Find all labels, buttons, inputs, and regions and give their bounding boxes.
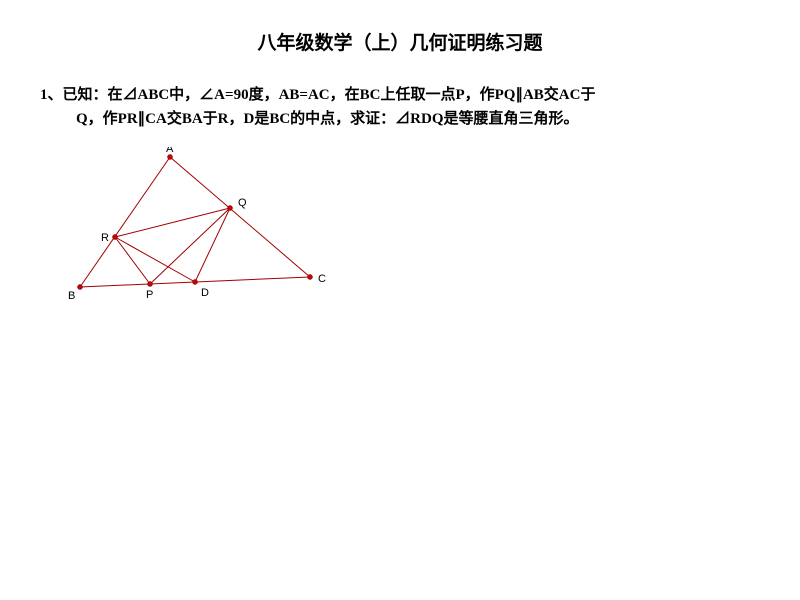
point-D — [193, 280, 198, 285]
label-Q: Q — [238, 197, 247, 209]
problem-number: 1、 — [40, 83, 63, 107]
edge-R-D — [115, 237, 195, 282]
label-D: D — [201, 287, 209, 299]
edge-P-R — [115, 237, 150, 284]
edge-D-Q — [195, 208, 230, 282]
point-R — [113, 235, 118, 240]
point-P — [148, 282, 153, 287]
problem-line-1: 1、已知：在⊿ABC中，∠A=90度，AB=AC，在BC上任取一点P，作PQ∥A… — [40, 83, 760, 107]
geometry-figure: A B C P D Q R — [60, 147, 760, 322]
problem-text-1: 已知：在⊿ABC中，∠A=90度，AB=AC，在BC上任取一点P，作PQ∥AB交… — [63, 87, 596, 103]
label-P: P — [146, 289, 153, 301]
problem-1: 1、已知：在⊿ABC中，∠A=90度，AB=AC，在BC上任取一点P，作PQ∥A… — [40, 83, 760, 131]
point-B — [78, 285, 83, 290]
label-A: A — [166, 147, 174, 155]
edge-P-Q — [150, 208, 230, 284]
label-C: C — [318, 273, 326, 285]
edge-A-B — [80, 157, 170, 287]
point-A — [168, 155, 173, 160]
point-C — [308, 275, 313, 280]
label-R: R — [101, 232, 109, 244]
point-Q — [228, 206, 233, 211]
page-title: 八年级数学（上）几何证明练习题 — [40, 28, 760, 55]
figure-svg: A B C P D Q R — [60, 147, 360, 317]
label-B: B — [68, 290, 75, 302]
edge-C-A — [170, 157, 310, 277]
problem-text-2: Q，作PR∥CA交BA于R，D是BC的中点，求证：⊿RDQ是等腰直角三角形。 — [40, 107, 760, 131]
